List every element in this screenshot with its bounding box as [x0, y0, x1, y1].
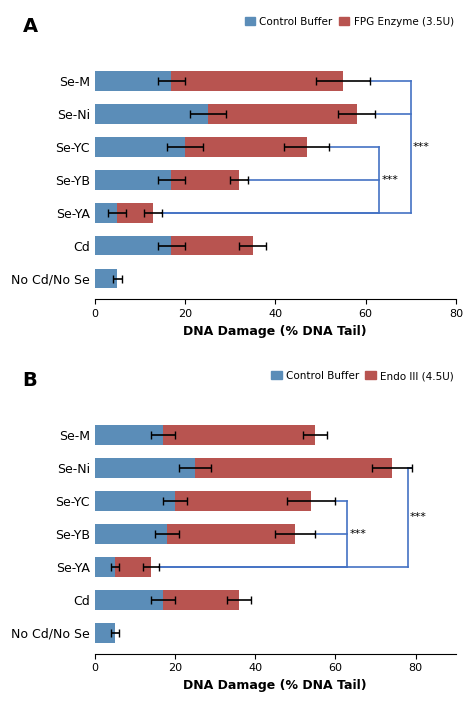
Bar — [95, 137, 185, 157]
Bar — [95, 425, 315, 445]
Bar — [95, 170, 172, 190]
Bar — [95, 104, 356, 124]
Bar — [95, 202, 154, 223]
Text: ***: *** — [410, 512, 427, 522]
Bar — [95, 425, 163, 445]
Bar — [95, 269, 117, 288]
Bar — [95, 458, 392, 478]
Bar — [95, 236, 172, 255]
Bar — [95, 557, 151, 576]
Bar — [95, 557, 115, 576]
Bar — [95, 524, 167, 544]
Bar — [95, 590, 239, 610]
Text: A: A — [22, 17, 37, 36]
Bar — [95, 170, 239, 190]
Text: ***: *** — [349, 529, 366, 539]
Bar — [95, 71, 172, 91]
Bar — [95, 524, 295, 544]
Legend: Control Buffer, Endo III (4.5U): Control Buffer, Endo III (4.5U) — [267, 367, 458, 385]
Bar — [95, 236, 253, 255]
Bar — [95, 202, 117, 223]
Bar — [95, 590, 163, 610]
Text: B: B — [22, 371, 37, 390]
Bar — [95, 137, 307, 157]
Bar — [95, 491, 175, 511]
X-axis label: DNA Damage (% DNA Tail): DNA Damage (% DNA Tail) — [183, 679, 367, 692]
Bar — [95, 458, 195, 478]
Bar — [95, 491, 311, 511]
Bar — [95, 269, 117, 288]
Text: ***: *** — [413, 142, 430, 152]
X-axis label: DNA Damage (% DNA Tail): DNA Damage (% DNA Tail) — [183, 325, 367, 337]
Bar — [95, 71, 343, 91]
Text: ***: *** — [382, 174, 398, 185]
Legend: Control Buffer, FPG Enzyme (3.5U): Control Buffer, FPG Enzyme (3.5U) — [241, 13, 458, 31]
Bar — [95, 623, 115, 643]
Bar — [95, 104, 208, 124]
Bar — [95, 623, 115, 643]
